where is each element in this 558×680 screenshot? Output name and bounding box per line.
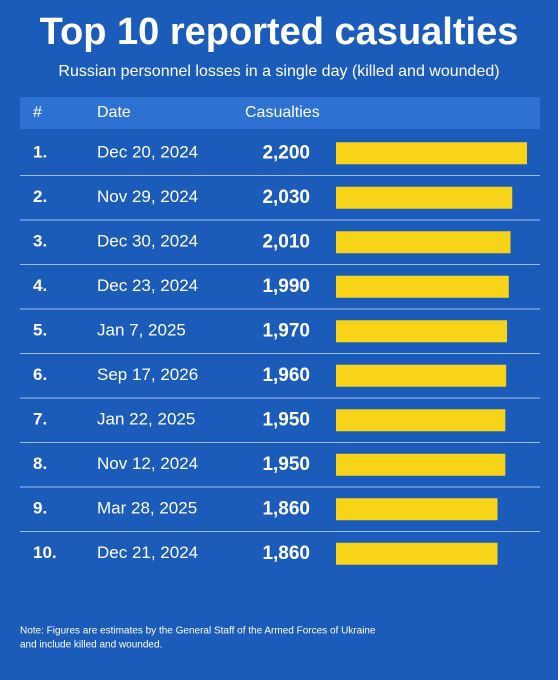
date: Dec 23, 2024	[97, 276, 198, 295]
rank: 5.	[33, 321, 47, 340]
rank: 1.	[33, 143, 47, 162]
rank: 10.	[33, 543, 57, 562]
value-label: 2,200	[262, 142, 310, 163]
value-label: 1,970	[262, 320, 310, 341]
value-label: 1,860	[262, 498, 310, 519]
rank: 4.	[33, 276, 47, 295]
rank: 9.	[33, 499, 47, 518]
note: Note: Figures are estimates by the Gener…	[20, 626, 376, 637]
column-header: #	[33, 104, 42, 121]
date: Jan 7, 2025	[97, 321, 186, 340]
column-header: Casualties	[245, 104, 320, 121]
date: Dec 21, 2024	[97, 543, 198, 562]
value-label: 1,950	[262, 454, 310, 475]
bar	[336, 275, 509, 298]
chart-title: Top 10 reported casualties	[40, 11, 519, 53]
date: Mar 28, 2025	[97, 499, 197, 518]
value-label: 1,860	[262, 543, 310, 564]
rank: 7.	[33, 410, 47, 429]
column-header: Date	[97, 104, 131, 121]
bar	[336, 453, 506, 476]
date: Jan 22, 2025	[97, 410, 195, 429]
rank: 2.	[33, 187, 47, 206]
date: Dec 20, 2024	[97, 143, 198, 162]
note: and include killed and wounded.	[20, 640, 162, 651]
bar	[336, 498, 498, 521]
bar	[336, 186, 513, 209]
date: Nov 29, 2024	[97, 187, 198, 206]
bar	[336, 364, 507, 387]
rank: 6.	[33, 365, 47, 384]
value-label: 1,960	[262, 365, 310, 386]
bar	[336, 409, 506, 432]
date: Dec 30, 2024	[97, 232, 198, 251]
date: Sep 17, 2026	[97, 365, 198, 384]
bar	[336, 320, 508, 343]
rank: 3.	[33, 232, 47, 251]
bar	[336, 231, 511, 254]
rank: 8.	[33, 454, 47, 473]
value-label: 1,950	[262, 409, 310, 430]
value-label: 2,010	[262, 231, 310, 252]
value-label: 2,030	[262, 187, 310, 208]
chart-subtitle: Russian personnel losses in a single day…	[58, 63, 499, 80]
date: Nov 12, 2024	[97, 454, 198, 473]
value-label: 1,990	[262, 276, 310, 297]
bar	[336, 142, 527, 165]
header-band	[20, 97, 540, 129]
bar	[336, 542, 498, 565]
